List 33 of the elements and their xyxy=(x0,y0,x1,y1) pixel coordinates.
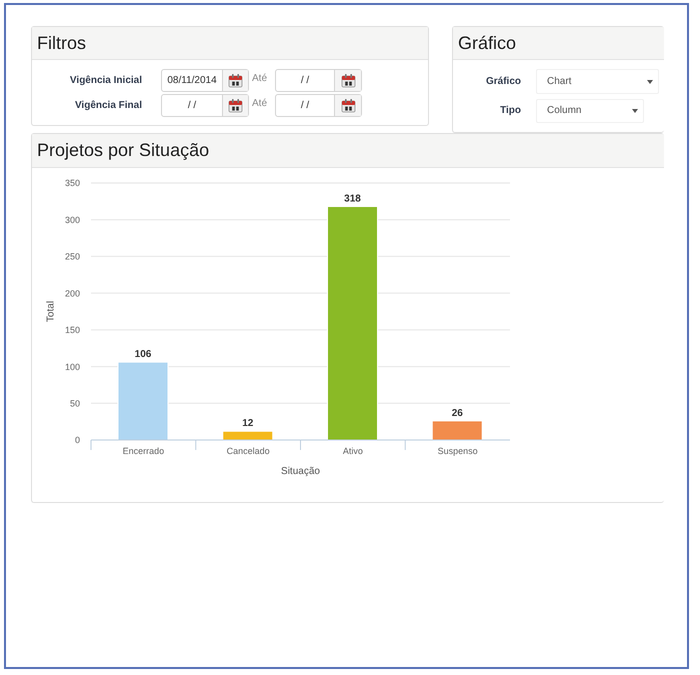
x-tick-label: Encerrado xyxy=(122,446,164,456)
text: Gráfico xyxy=(486,76,521,87)
x-axis-title: Situação xyxy=(281,466,320,477)
text: Até xyxy=(252,98,268,109)
date-field: / / xyxy=(275,94,362,117)
text: Tipo xyxy=(500,105,521,116)
y-tick-label: 150 xyxy=(64,325,80,336)
text: Até xyxy=(252,73,268,84)
date-field: / / xyxy=(275,69,362,92)
text: Vigência Inicial xyxy=(70,75,142,86)
y-tick-label: 350 xyxy=(64,178,80,188)
data-label: 106 xyxy=(134,349,152,360)
x-tick-label: Ativo xyxy=(342,446,363,456)
date-field: 08/11/2014 xyxy=(161,69,249,92)
y-tick-label: 200 xyxy=(64,288,80,298)
data-label: 318 xyxy=(344,193,362,204)
chart-title: Projetos por Situação xyxy=(37,140,210,160)
data-label: 26 xyxy=(452,408,464,419)
y-tick-label: 50 xyxy=(70,398,80,408)
data-label: 12 xyxy=(242,418,254,430)
text: Filtros xyxy=(37,33,86,53)
text: Gráfico xyxy=(458,33,516,53)
x-tick-label: Cancelado xyxy=(226,446,270,456)
dropdown: Chart xyxy=(536,69,659,94)
dropdown: Column xyxy=(536,99,644,123)
y-tick-label: 250 xyxy=(64,252,80,262)
x-tick-label: Suspenso xyxy=(438,446,478,456)
y-tick-label: 0 xyxy=(74,435,80,446)
text: Vigência Final xyxy=(74,100,142,111)
date-field: / / xyxy=(161,94,249,117)
y-tick-label: 100 xyxy=(64,362,80,372)
y-axis-title: Total xyxy=(46,300,57,322)
y-tick-label: 300 xyxy=(64,214,80,225)
